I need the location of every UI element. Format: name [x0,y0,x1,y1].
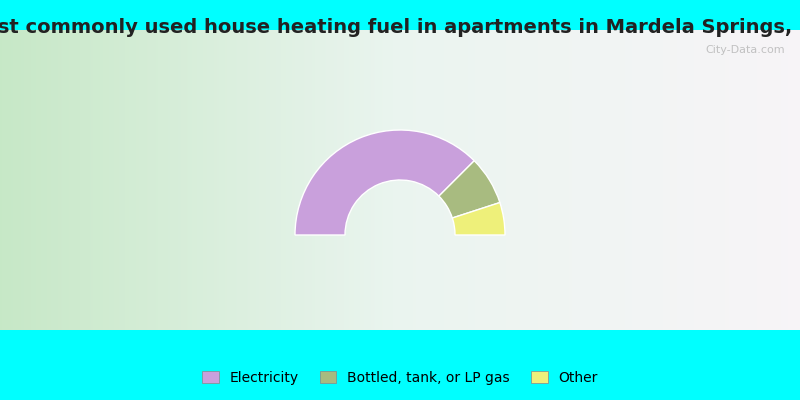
Text: Most commonly used house heating fuel in apartments in Mardela Springs, MD: Most commonly used house heating fuel in… [0,18,800,37]
Wedge shape [452,202,505,235]
Wedge shape [439,161,500,218]
Legend: Electricity, Bottled, tank, or LP gas, Other: Electricity, Bottled, tank, or LP gas, O… [198,367,602,389]
Wedge shape [295,130,474,235]
Text: City-Data.com: City-Data.com [706,45,785,55]
